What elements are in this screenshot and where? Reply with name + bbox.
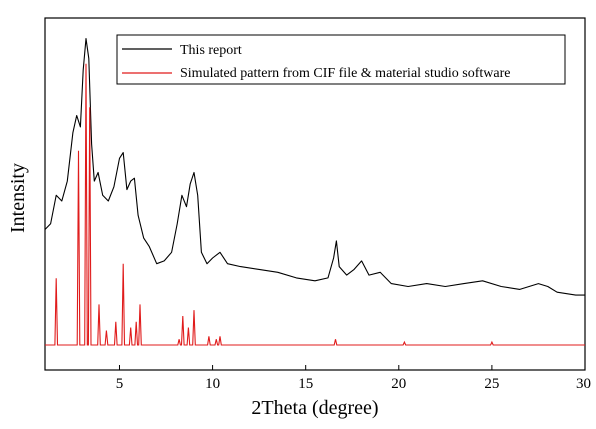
series-line-simulated (45, 64, 585, 345)
legend-label-simulated: Simulated pattern from CIF file & materi… (180, 66, 510, 81)
series-layer (45, 39, 585, 345)
x-axis-title: 2Theta (degree) (251, 397, 378, 419)
legend: This report Simulated pattern from CIF f… (117, 35, 565, 84)
x-tick-label-20: 20 (391, 376, 406, 392)
x-tick-label-25: 25 (484, 376, 499, 392)
x-tick-label-15: 15 (298, 376, 313, 392)
x-tick-label-10: 10 (205, 376, 220, 392)
x-tick-label-30: 30 (576, 376, 591, 392)
x-ticks: 5 10 15 20 25 30 (116, 365, 591, 392)
y-axis-title: Intensity (7, 163, 29, 233)
legend-label-this-report: This report (180, 43, 242, 58)
x-tick-label-5: 5 (116, 376, 124, 392)
